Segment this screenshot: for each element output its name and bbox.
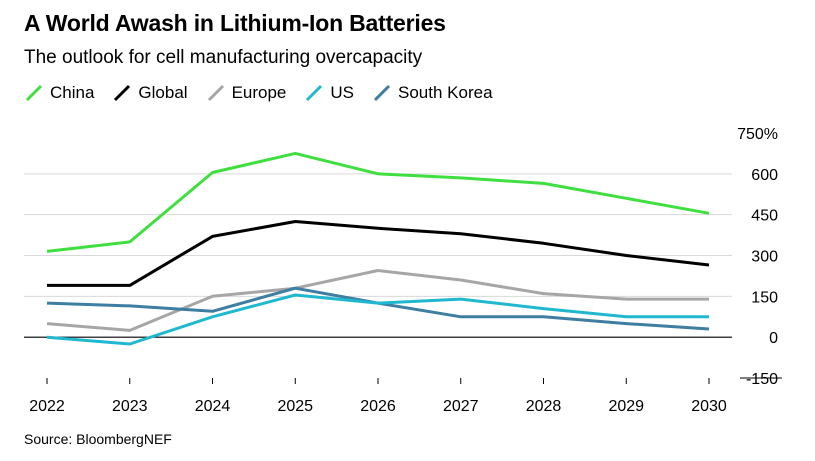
x-tick-label: 2022 <box>29 398 65 415</box>
legend-label-us: US <box>330 83 355 102</box>
y-tick-label: 750% <box>737 126 778 143</box>
x-tick-label: 2025 <box>277 398 313 415</box>
legend-swatch-us <box>306 84 323 102</box>
chart-subtitle: The outlook for cell manufacturing overc… <box>24 47 423 68</box>
series-line-global <box>47 220 710 287</box>
x-tick-label: 2028 <box>526 398 562 415</box>
legend-item-south-korea: South Korea <box>372 83 493 103</box>
series-line-china <box>46 151 710 253</box>
legend-swatch-europe <box>207 84 224 102</box>
y-tick-label: 0 <box>769 330 778 347</box>
y-tick-label: 150 <box>751 289 778 306</box>
grid-layer <box>24 173 782 384</box>
source-note: Source: BloombergNEF <box>24 431 172 447</box>
x-tick-label: 2029 <box>608 398 644 415</box>
legend-item-global: Global <box>112 83 188 103</box>
legend-label-south-korea: South Korea <box>398 83 493 102</box>
series-layer <box>46 151 710 346</box>
legend-label-europe: Europe <box>231 83 287 102</box>
legend-item-china: China <box>24 83 94 103</box>
x-tick-label: 2023 <box>112 398 148 415</box>
series-line-europe <box>46 269 709 332</box>
y-tick-label: 450 <box>751 208 778 225</box>
tick-label-layer: -150 0 150 300 450 600 750% 2022 2023 2024 2025 202… <box>29 126 778 415</box>
legend-item-europe: Europe <box>206 83 287 103</box>
x-tick-label: 2030 <box>691 398 727 415</box>
series-line-us <box>46 293 709 346</box>
y-tick-label: 300 <box>751 249 778 266</box>
y-tick-label: 600 <box>751 167 778 184</box>
x-tick-label: 2027 <box>443 398 479 415</box>
legend-label-china: China <box>50 83 95 102</box>
chart-title: A World Awash in Lithium-Ion Batteries <box>24 10 446 36</box>
legend-item-us: US <box>304 83 354 103</box>
x-tick-label: 2026 <box>360 398 396 415</box>
legend-label-global: Global <box>138 83 188 102</box>
legend: China Global Europe US South Korea <box>24 83 511 103</box>
legend-swatch-global <box>114 84 131 102</box>
x-tick-label: 2024 <box>195 398 231 415</box>
legend-swatch-china <box>25 84 43 102</box>
legend-swatch-south-korea <box>373 84 391 102</box>
y-tick-label: -150 <box>746 371 778 388</box>
